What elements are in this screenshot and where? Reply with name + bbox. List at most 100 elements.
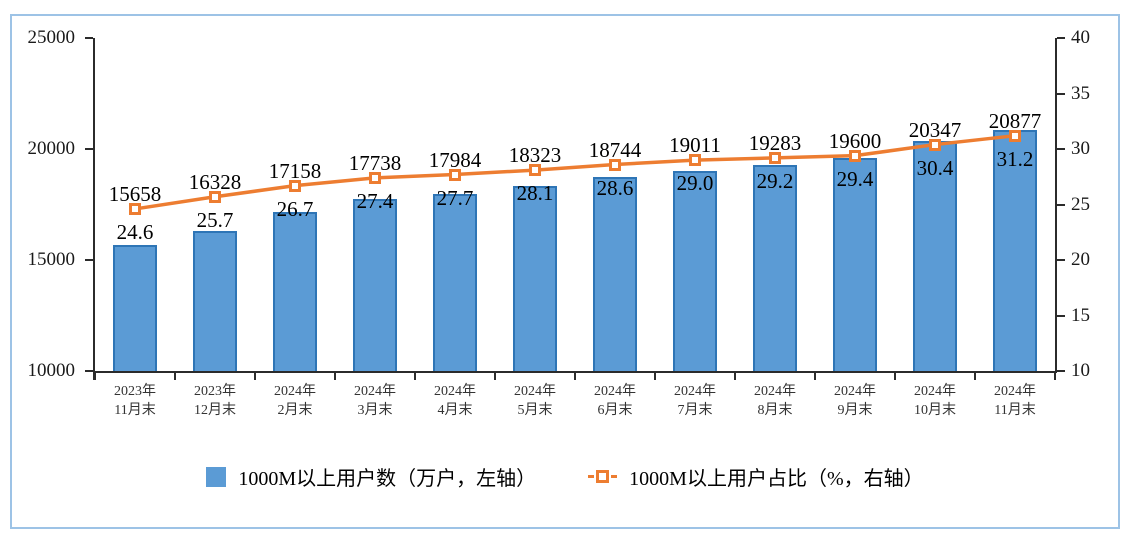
y-axis-left-tick (85, 37, 93, 39)
bar-value-label: 20877 (988, 108, 1042, 133)
bar-value-label: 19600 (828, 128, 882, 153)
y-axis-right-tick-label: 20 (1071, 249, 1090, 270)
line-series-swatch-icon (588, 470, 618, 483)
y-axis-right-tick-label: 30 (1071, 138, 1090, 159)
chart-frame: 15658 24.6 16328 25.7 17158 26.7 17738 27.4 1798… (10, 14, 1120, 529)
x-axis-tick (254, 373, 256, 380)
y-axis-right-tick (1057, 314, 1065, 317)
bar (353, 199, 397, 373)
bar-series-swatch-icon (206, 466, 227, 487)
line-marker (129, 202, 141, 215)
y-axis-right-line (1055, 38, 1057, 371)
x-axis-tick (494, 373, 496, 380)
x-axis-label: 2024年 2月末 (274, 384, 316, 418)
bar (193, 230, 237, 373)
bar (513, 186, 557, 373)
line-percent-label: 31.2 (996, 146, 1034, 171)
y-axis-left-tick (85, 370, 93, 372)
bar-value-label: 17984 (428, 147, 482, 172)
y-axis-right-tick-label: 15 (1071, 304, 1090, 326)
x-axis-label: 2024年 11月末 (994, 384, 1036, 418)
x-axis-tick (814, 373, 816, 380)
y-axis-right-tick-label: 35 (1071, 82, 1090, 104)
legend-line-series-label: 1000M以上用户占比（%，右轴） (629, 468, 924, 490)
line-marker (289, 179, 301, 192)
y-axis-right-tick (1057, 370, 1065, 372)
x-axis-tick (974, 373, 976, 380)
line-marker (609, 158, 621, 171)
x-axis-label: 2023年 11月末 (114, 384, 156, 418)
bar (113, 245, 157, 373)
bar-value-label: 19011 (669, 133, 721, 158)
bar-value-label: 18323 (508, 143, 562, 168)
line-percent-label: 30.4 (916, 155, 954, 180)
bar-value-label: 19283 (748, 130, 802, 155)
chart-layer: 15658 24.6 16328 25.7 17158 26.7 17738 27.4 1798… (12, 16, 1118, 527)
bar-value-label: 18744 (588, 137, 642, 162)
line-percent-label: 28.6 (596, 175, 634, 200)
bar-value-label: 15658 (108, 181, 162, 206)
line-marker (849, 149, 861, 162)
x-axis-label: 2023年 12月末 (194, 384, 236, 418)
bar (433, 193, 477, 373)
x-axis-tick (574, 373, 576, 380)
x-axis-tick (334, 373, 336, 380)
x-axis-label: 2024年 5月末 (514, 384, 556, 418)
y-axis-left-tick (85, 259, 93, 261)
x-axis-label: 2024年 3月末 (354, 384, 396, 418)
line-percent-label: 27.4 (356, 188, 394, 213)
y-axis-left-tick-label: 20000 (27, 138, 76, 159)
x-axis-label: 2024年 7月末 (674, 384, 716, 418)
line-marker (689, 154, 701, 167)
bar-value-label: 20347 (908, 117, 962, 142)
legend-bar-series-label: 1000M以上用户数（万户，左轴） (238, 468, 537, 490)
line-marker (769, 151, 781, 164)
line-marker (529, 164, 541, 177)
x-axis-label: 2024年 9月末 (834, 384, 876, 418)
y-axis-right-tick (1057, 259, 1065, 261)
line-percent-label: 29.2 (756, 168, 794, 193)
line-marker (449, 168, 461, 181)
y-axis-right-tick (1057, 92, 1065, 95)
x-axis-tick (654, 373, 656, 380)
y-axis-right-tick (1057, 148, 1065, 150)
legend: 1000M以上用户数（万户，左轴） 1000M以上用户占比（%，右轴） (12, 462, 1118, 491)
legend-item-bar-series: 1000M以上用户数（万户，左轴） (206, 462, 536, 491)
y-axis-right-tick-label: 25 (1071, 193, 1090, 215)
x-axis-tick (414, 373, 416, 380)
x-axis-tick (734, 373, 736, 380)
line-percent-label: 25.7 (196, 207, 234, 232)
y-axis-left-line (93, 38, 95, 380)
line-percent-label: 26.7 (276, 196, 314, 221)
x-axis-tick (1054, 373, 1056, 380)
y-axis-right-tick (1057, 37, 1065, 39)
legend-item-line-series: 1000M以上用户占比（%，右轴） (588, 462, 924, 491)
line-percent-label: 29.0 (676, 171, 714, 196)
line-marker (1009, 129, 1021, 142)
y-axis-left-tick-label: 10000 (27, 360, 76, 381)
bar-value-label: 16328 (188, 169, 242, 194)
y-axis-right-tick-label: 10 (1071, 360, 1090, 381)
y-axis-left-tick-label: 15000 (27, 249, 76, 270)
x-axis-tick (894, 373, 896, 380)
bar (673, 170, 717, 373)
x-axis-label: 2024年 4月末 (434, 384, 476, 418)
bar (753, 164, 797, 373)
line-percent-label: 28.1 (516, 181, 554, 206)
line-percent-label: 27.7 (436, 185, 474, 210)
y-axis-left-tick (85, 148, 93, 150)
x-axis-line (93, 371, 1057, 373)
x-axis-label: 2024年 8月末 (754, 384, 796, 418)
y-axis-right-tick-label: 40 (1071, 27, 1090, 48)
line-marker (209, 190, 221, 203)
line-marker (369, 171, 381, 184)
bar (273, 212, 317, 373)
line-percent-label: 29.4 (836, 166, 874, 191)
x-axis-label: 2024年 6月末 (594, 384, 636, 418)
x-axis-tick (94, 373, 96, 380)
line-marker (929, 138, 941, 151)
bar-value-label: 17158 (268, 158, 322, 183)
x-axis-tick (174, 373, 176, 380)
line-percent-label: 24.6 (116, 219, 154, 244)
bar-value-label: 17738 (348, 150, 402, 175)
